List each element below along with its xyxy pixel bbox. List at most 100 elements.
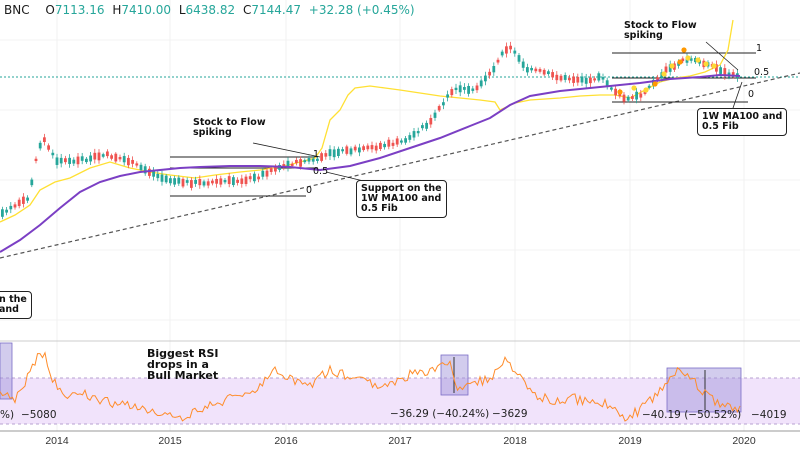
dot-3 [652, 81, 658, 87]
candle-body-59 [248, 176, 252, 180]
candle-body-119 [500, 51, 504, 56]
rsi-mid-drop: −36.29 (−40.24%) [390, 408, 490, 420]
candle-body-42 [177, 177, 181, 184]
candle-body-129 [542, 69, 546, 75]
low-value: 6438.82 [185, 3, 236, 17]
candle-body-27 [114, 153, 118, 162]
candle-body-82 [345, 146, 349, 154]
ohlc-header: BNC O7113.16 H7410.00 L6438.82 C7144.47 … [4, 3, 419, 17]
rsi-measure-right [666, 367, 742, 413]
candle-body-5 [22, 196, 25, 204]
candle-body-89 [374, 145, 378, 151]
candle-body-65 [274, 167, 277, 172]
candle-body-85 [358, 147, 361, 153]
x-tick-6: 2020 [732, 435, 756, 447]
dot-6 [677, 59, 683, 65]
x-tick-3: 2017 [388, 435, 412, 447]
candle-body-37 [156, 173, 160, 179]
rsi-mid-value: −3629 [492, 408, 528, 420]
candle-body-115 [484, 75, 487, 82]
candle-body-112 [471, 88, 475, 91]
candle-body-1 [5, 209, 8, 213]
candle-body-68 [286, 160, 290, 169]
candle-body-123 [517, 55, 521, 62]
candle-body-31 [131, 159, 134, 164]
candle-body-172 [723, 68, 727, 76]
candle-body-20 [85, 158, 88, 163]
candle-body-92 [387, 139, 391, 147]
pointer-0 [252, 142, 321, 158]
candle-body-143 [601, 77, 605, 80]
candle-body-104 [437, 106, 441, 111]
dot-5 [669, 63, 675, 69]
candle-body-159 [668, 64, 672, 72]
candle-body-132 [555, 74, 559, 81]
candle-body-26 [110, 155, 113, 159]
fib-2019-level-1: 1 [756, 43, 763, 54]
candle-body-149 [626, 96, 630, 101]
dot-10 [703, 61, 709, 67]
candle-body-38 [160, 174, 164, 182]
pointer-3 [732, 81, 743, 109]
candle-body-30 [127, 157, 130, 166]
candle-body-52 [219, 178, 223, 185]
candle-body-51 [215, 178, 218, 184]
log-trendline [0, 72, 800, 259]
candle-body-96 [404, 138, 407, 143]
candle-body-70 [295, 159, 298, 164]
candle-body-83 [349, 148, 353, 155]
candle-body-137 [576, 76, 580, 83]
candle-body-53 [223, 179, 227, 183]
time-axis-labels: 2014 2015 2016 2017 2018 2019 2020 [45, 435, 756, 447]
candle-body-128 [538, 69, 542, 72]
candle-body-120 [505, 46, 508, 54]
candle-body-50 [211, 180, 214, 184]
candle-body-98 [412, 131, 416, 138]
candle-body-153 [643, 91, 647, 94]
open-key: O [45, 3, 55, 17]
candle-body-130 [547, 71, 550, 75]
candle-body-77 [324, 153, 328, 157]
candle-body-61 [257, 176, 260, 180]
candle-body-121 [509, 45, 512, 50]
candle-body-80 [337, 148, 340, 156]
dot-1 [631, 85, 637, 91]
candle-body-8 [34, 158, 38, 162]
candle-body-14 [59, 157, 63, 164]
candle-body-43 [181, 178, 185, 187]
dot-4 [661, 71, 667, 77]
candle-body-170 [715, 64, 718, 72]
candle-body-55 [232, 177, 235, 186]
candles [1, 41, 739, 220]
candle-body-109 [458, 85, 462, 93]
candle-body-171 [719, 67, 722, 74]
candle-body-21 [89, 155, 92, 162]
candle-body-75 [316, 158, 319, 161]
candle-body-101 [425, 122, 428, 129]
candle-body-58 [244, 176, 248, 185]
candle-body-17 [72, 159, 76, 164]
ma100-callout-2019: 1W MA100 and 0.5 Fib [697, 108, 788, 136]
candle-body-105 [442, 102, 445, 106]
fib-2016-level-0: 0 [306, 185, 313, 196]
low-key: L [178, 3, 186, 17]
candle-body-162 [681, 58, 685, 62]
candle-body-138 [580, 76, 584, 83]
candle-body-131 [551, 72, 554, 78]
candle-body-93 [391, 142, 395, 146]
candle-body-114 [479, 80, 483, 87]
candle-body-46 [194, 179, 197, 184]
candle-body-165 [694, 57, 697, 63]
candle-body-87 [366, 145, 370, 150]
candle-body-125 [526, 67, 529, 73]
x-tick-0: 2014 [45, 435, 69, 447]
candle-body-36 [152, 170, 155, 177]
candle-body-72 [303, 160, 307, 163]
candle-body-151 [635, 91, 638, 100]
candle-body-140 [589, 77, 592, 84]
candle-body-134 [563, 75, 567, 80]
x-tick-4: 2018 [503, 435, 527, 447]
candle-body-156 [656, 77, 659, 81]
candle-body-97 [408, 135, 412, 140]
